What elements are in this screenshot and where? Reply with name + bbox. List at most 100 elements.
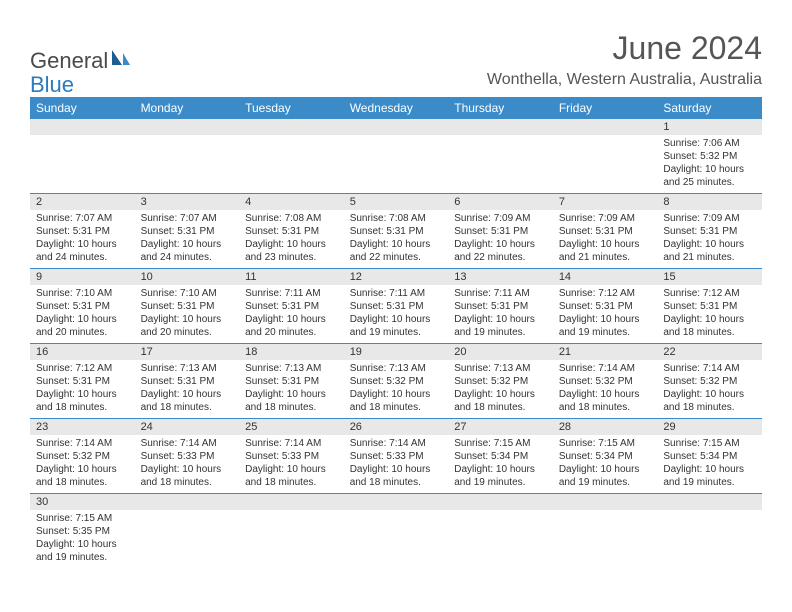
day-content: Sunrise: 7:14 AMSunset: 5:32 PMDaylight:… — [553, 360, 658, 418]
day-detail-line: Daylight: 10 hours — [245, 313, 338, 326]
calendar-day-cell: 27Sunrise: 7:15 AMSunset: 5:34 PMDayligh… — [448, 419, 553, 494]
day-detail-line: Sunrise: 7:10 AM — [141, 287, 234, 300]
day-detail-line: Sunset: 5:34 PM — [663, 450, 756, 463]
day-content: Sunrise: 7:06 AMSunset: 5:32 PMDaylight:… — [657, 135, 762, 193]
day-number: 18 — [239, 344, 344, 360]
day-content — [135, 510, 240, 516]
day-detail-line: Daylight: 10 hours — [454, 238, 547, 251]
day-content — [30, 135, 135, 141]
day-detail-line: and 19 minutes. — [559, 326, 652, 339]
day-number — [239, 494, 344, 510]
calendar-day-cell — [239, 119, 344, 194]
day-detail-line: Daylight: 10 hours — [454, 313, 547, 326]
calendar-day-cell: 11Sunrise: 7:11 AMSunset: 5:31 PMDayligh… — [239, 269, 344, 344]
day-detail-line: Daylight: 10 hours — [36, 313, 129, 326]
day-detail-line: Sunset: 5:31 PM — [663, 225, 756, 238]
weekday-header: Monday — [135, 97, 240, 119]
day-detail-line: Sunset: 5:31 PM — [36, 300, 129, 313]
day-detail-line: Sunset: 5:34 PM — [454, 450, 547, 463]
day-detail-line: and 24 minutes. — [36, 251, 129, 264]
day-content: Sunrise: 7:09 AMSunset: 5:31 PMDaylight:… — [553, 210, 658, 268]
day-detail-line: Sunset: 5:31 PM — [36, 375, 129, 388]
day-content: Sunrise: 7:12 AMSunset: 5:31 PMDaylight:… — [657, 285, 762, 343]
day-content — [344, 510, 449, 516]
day-detail-line: Sunset: 5:33 PM — [350, 450, 443, 463]
calendar-day-cell: 30Sunrise: 7:15 AMSunset: 5:35 PMDayligh… — [30, 494, 135, 569]
day-detail-line: Sunset: 5:34 PM — [559, 450, 652, 463]
day-detail-line: and 18 minutes. — [559, 401, 652, 414]
day-detail-line: Sunset: 5:31 PM — [36, 225, 129, 238]
calendar-day-cell: 1Sunrise: 7:06 AMSunset: 5:32 PMDaylight… — [657, 119, 762, 194]
day-content: Sunrise: 7:14 AMSunset: 5:33 PMDaylight:… — [135, 435, 240, 493]
calendar-day-cell: 15Sunrise: 7:12 AMSunset: 5:31 PMDayligh… — [657, 269, 762, 344]
calendar-day-cell: 5Sunrise: 7:08 AMSunset: 5:31 PMDaylight… — [344, 194, 449, 269]
day-detail-line: Sunset: 5:33 PM — [141, 450, 234, 463]
day-number: 2 — [30, 194, 135, 210]
day-detail-line: and 19 minutes. — [663, 476, 756, 489]
calendar-day-cell: 23Sunrise: 7:14 AMSunset: 5:32 PMDayligh… — [30, 419, 135, 494]
calendar-page: General June 2024 Wonthella, Western Aus… — [0, 0, 792, 568]
day-content — [239, 135, 344, 141]
day-content: Sunrise: 7:15 AMSunset: 5:34 PMDaylight:… — [553, 435, 658, 493]
day-number — [135, 494, 240, 510]
calendar-day-cell: 7Sunrise: 7:09 AMSunset: 5:31 PMDaylight… — [553, 194, 658, 269]
calendar-week-row: 2Sunrise: 7:07 AMSunset: 5:31 PMDaylight… — [30, 194, 762, 269]
day-detail-line: Daylight: 10 hours — [663, 313, 756, 326]
day-number: 24 — [135, 419, 240, 435]
day-detail-line: Sunset: 5:31 PM — [559, 225, 652, 238]
day-number: 14 — [553, 269, 658, 285]
day-detail-line: Sunrise: 7:14 AM — [559, 362, 652, 375]
day-detail-line: Daylight: 10 hours — [141, 238, 234, 251]
calendar-day-cell: 19Sunrise: 7:13 AMSunset: 5:32 PMDayligh… — [344, 344, 449, 419]
day-content: Sunrise: 7:10 AMSunset: 5:31 PMDaylight:… — [30, 285, 135, 343]
day-detail-line: Daylight: 10 hours — [663, 238, 756, 251]
day-detail-line: Sunset: 5:31 PM — [245, 300, 338, 313]
calendar-week-row: 30Sunrise: 7:15 AMSunset: 5:35 PMDayligh… — [30, 494, 762, 569]
day-content — [448, 510, 553, 516]
day-content — [135, 135, 240, 141]
day-number: 27 — [448, 419, 553, 435]
day-detail-line: Sunset: 5:31 PM — [141, 225, 234, 238]
day-detail-line: Daylight: 10 hours — [559, 388, 652, 401]
calendar-day-cell — [135, 119, 240, 194]
logo-text-blue: Blue — [30, 72, 74, 97]
day-number — [553, 119, 658, 135]
day-number: 4 — [239, 194, 344, 210]
day-detail-line: and 21 minutes. — [559, 251, 652, 264]
day-detail-line: Sunrise: 7:13 AM — [245, 362, 338, 375]
day-number: 26 — [344, 419, 449, 435]
calendar-day-cell: 2Sunrise: 7:07 AMSunset: 5:31 PMDaylight… — [30, 194, 135, 269]
day-content — [344, 135, 449, 141]
day-detail-line: Sunrise: 7:09 AM — [663, 212, 756, 225]
calendar-table: SundayMondayTuesdayWednesdayThursdayFrid… — [30, 97, 762, 568]
day-detail-line: and 18 minutes. — [350, 476, 443, 489]
day-detail-line: Sunrise: 7:13 AM — [141, 362, 234, 375]
calendar-day-cell: 3Sunrise: 7:07 AMSunset: 5:31 PMDaylight… — [135, 194, 240, 269]
header: General June 2024 Wonthella, Western Aus… — [30, 30, 762, 89]
day-detail-line: Sunset: 5:31 PM — [454, 225, 547, 238]
day-number: 12 — [344, 269, 449, 285]
day-content: Sunrise: 7:15 AMSunset: 5:34 PMDaylight:… — [448, 435, 553, 493]
day-detail-line: Sunrise: 7:08 AM — [350, 212, 443, 225]
day-detail-line: Daylight: 10 hours — [36, 238, 129, 251]
day-detail-line: and 18 minutes. — [36, 476, 129, 489]
calendar-day-cell: 6Sunrise: 7:09 AMSunset: 5:31 PMDaylight… — [448, 194, 553, 269]
day-detail-line: Daylight: 10 hours — [663, 388, 756, 401]
day-number: 1 — [657, 119, 762, 135]
day-detail-line: Sunrise: 7:07 AM — [141, 212, 234, 225]
day-detail-line: and 20 minutes. — [141, 326, 234, 339]
weekday-header: Wednesday — [344, 97, 449, 119]
day-detail-line: Daylight: 10 hours — [559, 238, 652, 251]
day-number: 22 — [657, 344, 762, 360]
day-detail-line: Daylight: 10 hours — [141, 313, 234, 326]
day-detail-line: and 18 minutes. — [663, 401, 756, 414]
calendar-week-row: 9Sunrise: 7:10 AMSunset: 5:31 PMDaylight… — [30, 269, 762, 344]
day-content: Sunrise: 7:11 AMSunset: 5:31 PMDaylight:… — [344, 285, 449, 343]
day-detail-line: Sunset: 5:32 PM — [663, 375, 756, 388]
calendar-week-row: 23Sunrise: 7:14 AMSunset: 5:32 PMDayligh… — [30, 419, 762, 494]
day-number: 6 — [448, 194, 553, 210]
day-detail-line: Sunrise: 7:11 AM — [245, 287, 338, 300]
calendar-day-cell: 17Sunrise: 7:13 AMSunset: 5:31 PMDayligh… — [135, 344, 240, 419]
day-detail-line: Daylight: 10 hours — [36, 463, 129, 476]
day-content: Sunrise: 7:07 AMSunset: 5:31 PMDaylight:… — [135, 210, 240, 268]
